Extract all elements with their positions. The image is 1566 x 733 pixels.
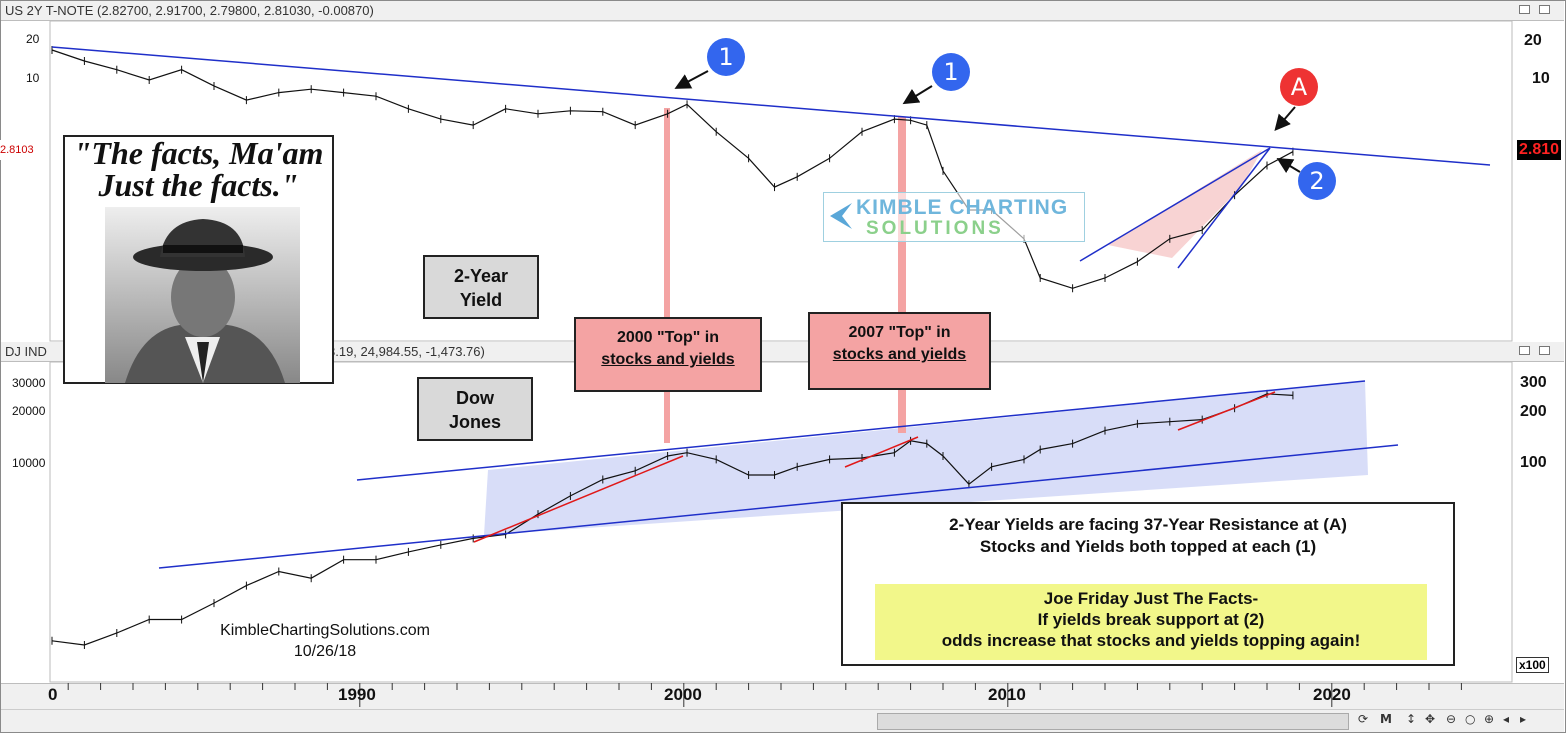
top-2007-line2: stocks and yields (832, 346, 967, 363)
x-axis-ticks (67, 683, 1462, 707)
move-icon[interactable]: ✥ (1425, 712, 1436, 726)
badge-2: 2 (1298, 162, 1336, 200)
yellow-line2: If yields break support at (2) (1037, 610, 1265, 629)
dow-label-box: Dow Jones (417, 377, 533, 441)
top-y-tick-left: 20 (26, 32, 40, 46)
yield-label-line1: 2-Year (453, 266, 509, 286)
dow-lower-channel (158, 444, 1399, 569)
top-y-tick-left: 10 (26, 71, 40, 85)
quote-box: "The facts, Ma'am Just the facts." (63, 135, 334, 384)
x-axis (1, 683, 1564, 710)
yield-label-line2: Yield (459, 290, 503, 310)
x-label: 2000 (664, 685, 702, 704)
arrow-A (1274, 106, 1296, 132)
badge-1-2000: 1 (707, 38, 745, 76)
bottom-y-tick-left: 30000 (12, 376, 46, 390)
arrow-2 (1276, 157, 1301, 174)
credit-date: 10/26/18 (293, 643, 357, 660)
x-label: 2020 (1313, 685, 1351, 704)
scrollbar[interactable] (1, 709, 1564, 732)
scale-badge: x100 (1516, 657, 1549, 673)
yield-wedge-upper (1079, 147, 1271, 262)
m-icon[interactable]: M (1380, 712, 1392, 726)
restore-icon[interactable] (1519, 346, 1530, 355)
bottom-panel-values: 3.19, 24,984.55, -1,473.76) (328, 344, 485, 359)
scrollbar-thumb[interactable] (877, 713, 1349, 730)
marker-2000 (664, 108, 670, 443)
top-2007-box: 2007 "Top" in stocks and yields (808, 312, 991, 390)
marker-2007 (898, 117, 906, 433)
vertical-resize-icon[interactable]: ↕ (1406, 712, 1417, 726)
scroll-right-icon[interactable]: ▸ (1520, 712, 1527, 726)
arrow-1-2007 (902, 85, 933, 105)
refresh-icon[interactable]: ⟳ (1358, 712, 1369, 726)
yield-wedge-lower (1177, 147, 1271, 269)
badge-1-2007: 1 (932, 53, 970, 91)
dow-channel-fill (484, 381, 1368, 535)
dow-label-line2: Jones (448, 412, 502, 432)
bottom-y-tick-left: 20000 (12, 404, 46, 418)
logo-line1: KIMBLE CHARTING (856, 196, 1069, 219)
top-y-tick-right: 20 (1524, 32, 1542, 49)
top-plot-area (49, 20, 1513, 342)
info-line2: Stocks and Yields both topped at each (1… (979, 537, 1317, 556)
x-label: 1990 (338, 685, 376, 704)
reset-icon[interactable]: ○ (1465, 712, 1476, 726)
logo-line2: SOLUTIONS (866, 218, 1004, 239)
bottom-y-tick-right: 300 (1520, 374, 1547, 391)
top-2000-line2: stocks and yields (601, 351, 735, 368)
yield-label-box: 2-Year Yield (423, 255, 539, 319)
bottom-y-tick-right: 100 (1520, 454, 1547, 471)
maximize-icon[interactable] (1539, 5, 1550, 14)
maximize-icon[interactable] (1539, 346, 1550, 355)
price-tag-right: 2.810 (1517, 140, 1561, 160)
scroll-left-icon[interactable]: ◂ (1503, 712, 1510, 726)
arrow-1-2000 (674, 70, 709, 89)
kimble-arrow-icon (830, 203, 852, 229)
dow-support-1990s (473, 455, 684, 543)
x-label: 2010 (988, 685, 1026, 704)
x-label: 0 (48, 685, 58, 704)
dow-support-2006 (844, 436, 919, 468)
kimble-logo: KIMBLE CHARTING SOLUTIONS (823, 192, 1085, 242)
yellow-line1: Joe Friday Just The Facts- (1043, 589, 1259, 608)
dow-upper-channel (356, 380, 1366, 481)
bottom-y-tick-right: 200 (1520, 403, 1547, 420)
credit: KimbleChartingSolutions.com 10/26/18 (160, 620, 490, 662)
bottom-panel-title: DJ IND (5, 344, 47, 359)
info-line1: 2-Year Yields are facing 37-Year Resista… (949, 515, 1347, 534)
dow-label-line1: Dow (456, 388, 494, 408)
zoom-out-icon[interactable]: ⊖ (1446, 712, 1457, 726)
yield-wedge-fill (1108, 150, 1262, 258)
yellow-line3: odds increase that stocks and yields top… (941, 631, 1361, 650)
price-tag-left: 2.8103 (0, 140, 44, 160)
bottom-plot-area (49, 361, 1513, 683)
badge-A: A (1280, 68, 1318, 106)
dow-support-2016 (1177, 391, 1276, 431)
joe-friday-box: Joe Friday Just The Facts- If yields bre… (875, 584, 1427, 660)
quote-text: "The facts, Ma'am Just the facts." (73, 135, 324, 203)
credit-site: KimbleChartingSolutions.com (220, 622, 430, 639)
info-box: 2-Year Yields are facing 37-Year Resista… (841, 502, 1455, 666)
top-panel-title: US 2Y T-NOTE (2.82700, 2.91700, 2.79800,… (5, 3, 374, 18)
top-2000-line1: 2000 "Top" in (616, 329, 719, 346)
bottom-y-tick-left: 10000 (12, 456, 46, 470)
restore-icon[interactable] (1519, 5, 1530, 14)
top-y-tick-right: 10 (1532, 70, 1550, 87)
yield-resistance-line (51, 46, 1491, 166)
zoom-in-icon[interactable]: ⊕ (1484, 712, 1495, 726)
top-2007-line1: 2007 "Top" in (848, 324, 951, 341)
detective-portrait-icon (105, 207, 300, 383)
top-2000-box: 2000 "Top" in stocks and yields (574, 317, 762, 392)
